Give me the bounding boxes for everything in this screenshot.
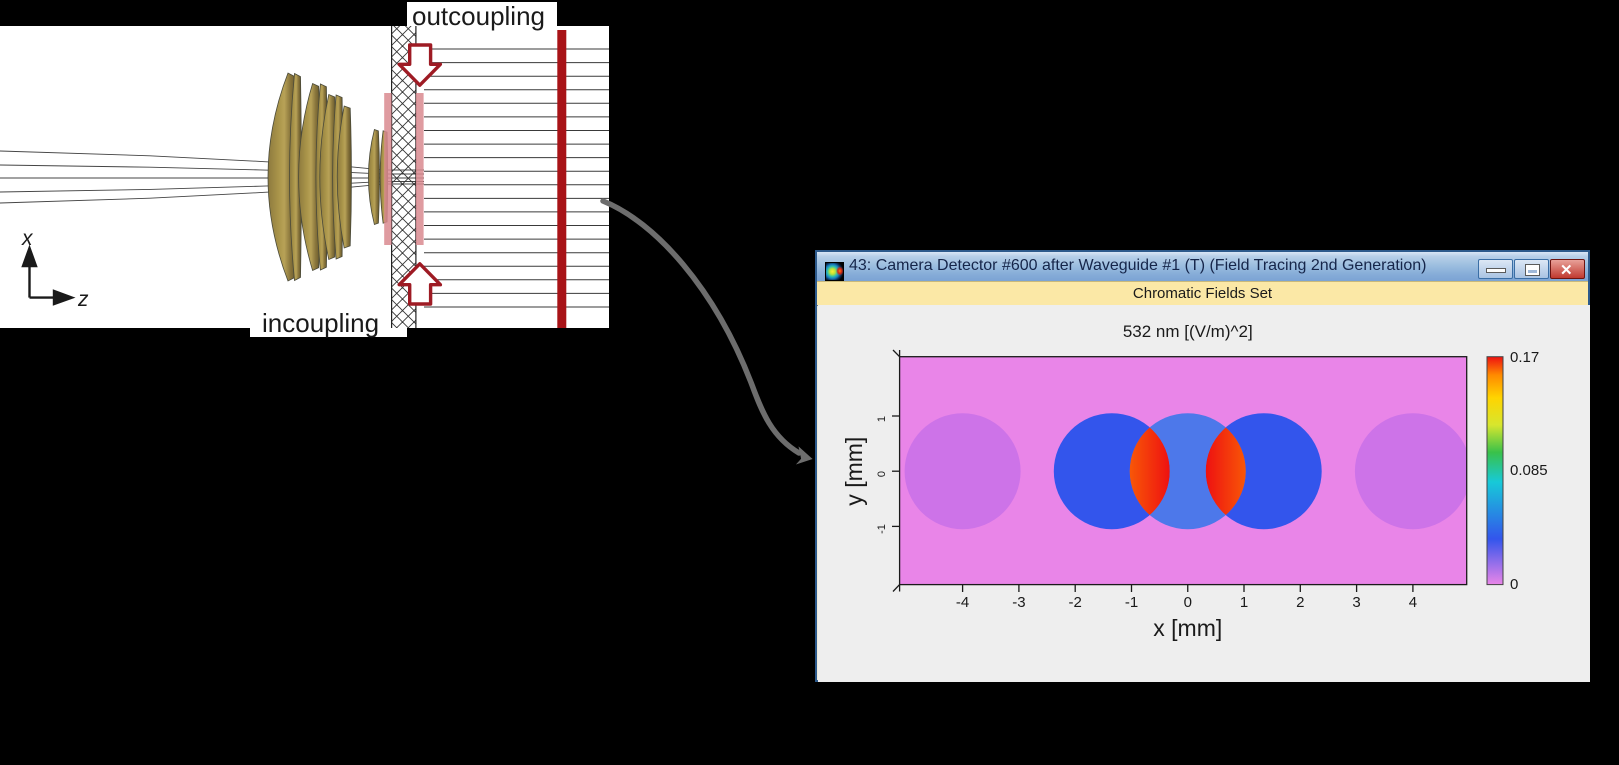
svg-text:x: x	[21, 227, 34, 250]
svg-text:outcoupling: outcoupling	[412, 1, 545, 31]
svg-text:incoupling: incoupling	[262, 308, 379, 338]
svg-text:z: z	[77, 288, 89, 311]
